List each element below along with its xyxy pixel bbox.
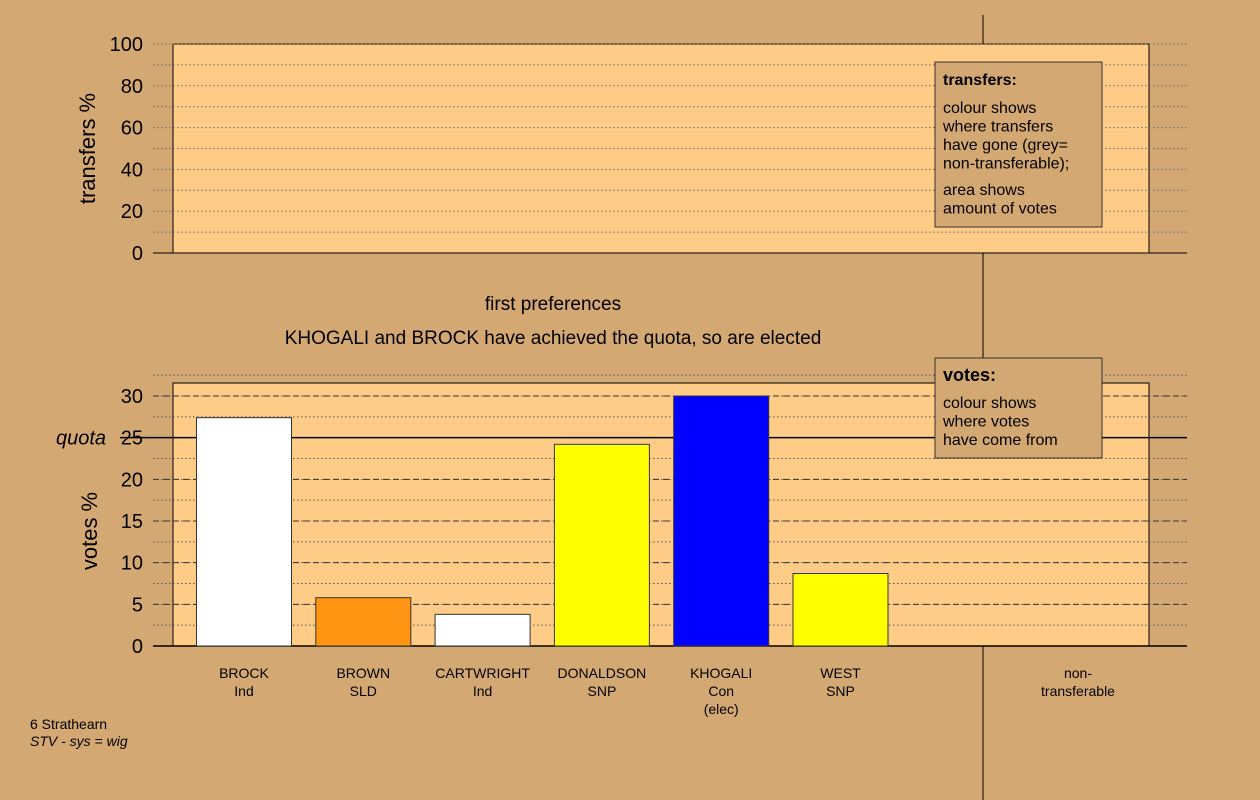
transfers-tick-label: 80 [121, 76, 143, 98]
votes-legend-box [934, 357, 1103, 459]
votes-axis-label: votes % [77, 492, 102, 570]
transfers-tick-label: 100 [110, 34, 143, 56]
votes-tick-label: 0 [132, 636, 143, 658]
votes-tick-label: 15 [121, 511, 143, 533]
candidate-party-label: SNP [826, 683, 855, 699]
candidate-party-label: Ind [473, 683, 492, 699]
candidate-party-label: SNP [588, 683, 617, 699]
votes-legend-text: have come from [943, 432, 1058, 449]
votes-legend-title: votes: [943, 365, 996, 385]
stage-title: first preferences [485, 294, 621, 315]
transfers-legend-text: amount of votes [943, 201, 1057, 218]
nontransferable-label: transferable [1041, 683, 1115, 699]
votes-tick-label: 25 [121, 428, 143, 450]
transfers-legend-text: area shows [943, 182, 1025, 199]
system-label: STV - sys = wig [30, 733, 128, 749]
vote-bar-brown [315, 597, 412, 647]
candidate-name-label: KHOGALI [690, 665, 752, 681]
quota-label: quota [56, 428, 106, 450]
transfers-tick-label: 40 [121, 159, 143, 181]
vote-bar-brock [196, 417, 292, 647]
constituency-label: 6 Strathearn [30, 716, 108, 732]
vote-bar-west [792, 573, 889, 647]
votes-tick-label: 30 [121, 386, 143, 408]
vote-bar-cartwright [434, 613, 531, 647]
votes-legend-text: where votes [942, 414, 1029, 431]
transfers-legend-box [934, 61, 1103, 228]
candidate-name-label: BROCK [219, 665, 269, 681]
transfers-legend-text: colour shows [943, 100, 1036, 117]
votes-tick-label: 20 [121, 469, 143, 491]
transfers-tick-label: 60 [121, 118, 143, 140]
vote-bar-khogali [673, 395, 770, 647]
candidate-name-label: WEST [820, 665, 861, 681]
candidate-note-label: (elec) [704, 701, 739, 717]
transfers-tick-label: 20 [121, 201, 143, 223]
transfers-legend-text: where transfers [942, 119, 1053, 136]
transfers-tick-label: 0 [132, 243, 143, 265]
votes-tick-label: 5 [132, 594, 143, 616]
candidate-name-label: BROWN [336, 665, 390, 681]
candidate-name-label: CARTWRIGHT [435, 665, 530, 681]
vote-bar-donaldson [553, 443, 650, 647]
candidate-party-label: Ind [234, 683, 253, 699]
votes-legend-text: colour shows [943, 395, 1036, 412]
candidate-party-label: SLD [350, 683, 377, 699]
nontransferable-label: non- [1064, 665, 1092, 681]
transfers-axis-label: transfers % [75, 93, 100, 204]
votes-tick-label: 10 [121, 553, 143, 575]
transfers-legend-text: non-transferable); [943, 156, 1069, 173]
candidate-party-label: Con [708, 683, 734, 699]
transfers-legend-title: transfers: [943, 72, 1017, 89]
transfers-legend-text: have gone (grey= [943, 137, 1068, 154]
result-message: KHOGALI and BROCK have achieved the quot… [285, 328, 822, 349]
candidate-name-label: DONALDSON [558, 665, 647, 681]
footnote: 6 Strathearn STV - sys = wig [30, 716, 128, 750]
